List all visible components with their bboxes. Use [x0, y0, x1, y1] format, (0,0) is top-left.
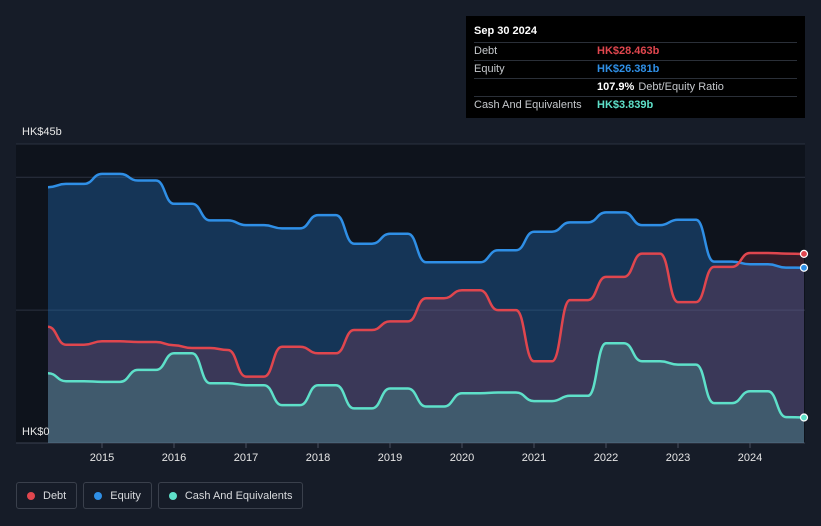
y-axis-bottom-label: HK$0 [22, 426, 50, 438]
tooltip-date: Sep 30 2024 [474, 25, 537, 37]
legend-item-debt[interactable]: Debt [16, 482, 78, 509]
x-axis-ticks: 2015 2016 2017 2018 2019 2020 2021 2022 2023 2024 [90, 443, 762, 464]
tooltip-row-ratio: 107.9% Debt/Equity Ratio [474, 78, 797, 96]
series-areas [48, 173, 804, 443]
tooltip-row-equity: Equity HK$26.381b [474, 60, 797, 78]
legend-item-cash[interactable]: Cash And Equivalents [157, 482, 304, 509]
x-tick-label: 2016 [162, 452, 186, 464]
area-equity [48, 173, 804, 443]
tooltip-ratio-suffix: Debt/Equity Ratio [638, 81, 724, 93]
tooltip-value-equity: HK$26.381b [597, 63, 660, 75]
area-cash-and-equivalents [48, 343, 804, 443]
x-tick-label: 2023 [666, 452, 690, 464]
line-cash-and-equivalents [47, 342, 805, 419]
y-axis-top-label: HK$45b [22, 126, 62, 138]
tooltip-label-cash: Cash And Equivalents [474, 99, 582, 111]
chart-legend: Debt Equity Cash And Equivalents [16, 482, 304, 509]
line-equity [47, 172, 805, 269]
x-tick-label: 2020 [450, 452, 474, 464]
x-tick-label: 2024 [738, 452, 762, 464]
series-end-markers [799, 249, 809, 422]
tooltip-label-equity: Equity [474, 63, 505, 75]
legend-label-debt: Debt [43, 489, 67, 502]
end-marker-cash-and-equivalents [799, 413, 809, 422]
legend-dot-equity [94, 491, 103, 500]
end-marker-equity [799, 263, 809, 272]
line-debt [47, 251, 805, 378]
tooltip-row-debt: Debt HK$28.463b [474, 42, 797, 60]
tooltip-value-debt: HK$28.463b [597, 45, 660, 57]
x-tick-label: 2015 [90, 452, 114, 464]
gridlines [16, 143, 805, 444]
legend-label-cash: Cash And Equivalents [184, 489, 293, 502]
tooltip-row-cash: Cash And Equivalents HK$3.839b [474, 96, 797, 114]
x-tick-label: 2018 [306, 452, 330, 464]
legend-item-equity[interactable]: Equity [83, 482, 152, 509]
legend-dot-debt [27, 491, 35, 500]
legend-dot-cash [168, 491, 177, 500]
x-tick-label: 2019 [378, 452, 402, 464]
area-debt [48, 253, 804, 443]
legend-label-equity: Equity [110, 489, 141, 502]
series-lines [47, 172, 805, 419]
x-tick-label: 2021 [522, 452, 546, 464]
end-marker-debt [799, 249, 809, 258]
tooltip-panel: Sep 30 2024 Debt HK$28.463b Equity HK$26… [466, 16, 805, 118]
x-tick-label: 2017 [234, 452, 258, 464]
x-tick-label: 2022 [594, 452, 618, 464]
tooltip-value-cash: HK$3.839b [597, 99, 654, 111]
tooltip-label-ratio [474, 79, 597, 96]
tooltip-value-ratio: 107.9% [597, 81, 635, 93]
tooltip-label-debt: Debt [474, 45, 498, 57]
